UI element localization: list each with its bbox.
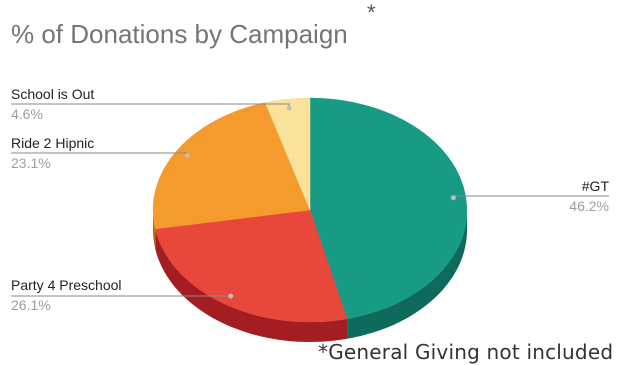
slice-label-party-4-preschool: Party 4 Preschool <box>11 277 122 293</box>
title-asterisk: * <box>367 0 376 25</box>
pie-slice-gt[interactable] <box>309 97 468 320</box>
slice-value-party-4-preschool: 26.1% <box>11 297 51 313</box>
slice-value-gt: 46.2% <box>569 198 609 214</box>
leader-dot-ride-2-hipnic <box>184 153 190 159</box>
chart-title: % of Donations by Campaign <box>11 19 348 49</box>
pie-slice-school-is-out[interactable] <box>264 97 311 211</box>
slice-value-school-is-out: 4.6% <box>11 106 43 122</box>
pie-slice-ride-2-hipnic[interactable] <box>152 102 311 230</box>
leader-dot-party-4-preschool <box>228 293 234 299</box>
pie-side-gt <box>347 210 467 339</box>
pie-slice-party-4-preschool[interactable] <box>154 209 348 323</box>
pie-top-layer <box>152 97 468 323</box>
slice-label-ride-2-hipnic: Ride 2 Hipnic <box>11 135 94 151</box>
pie-label-layer: #GT 46.2% Party 4 Preschool 26.1% Ride 2 Hip… <box>11 86 609 313</box>
slice-label-gt: #GT <box>582 178 610 194</box>
slice-label-school-is-out: School is Out <box>11 86 94 102</box>
slice-value-ride-2-hipnic: 23.1% <box>11 155 51 171</box>
leader-dot-school-is-out <box>286 105 292 111</box>
leader-dot-gt <box>450 195 456 201</box>
footnote: *General Giving not included <box>318 340 614 364</box>
